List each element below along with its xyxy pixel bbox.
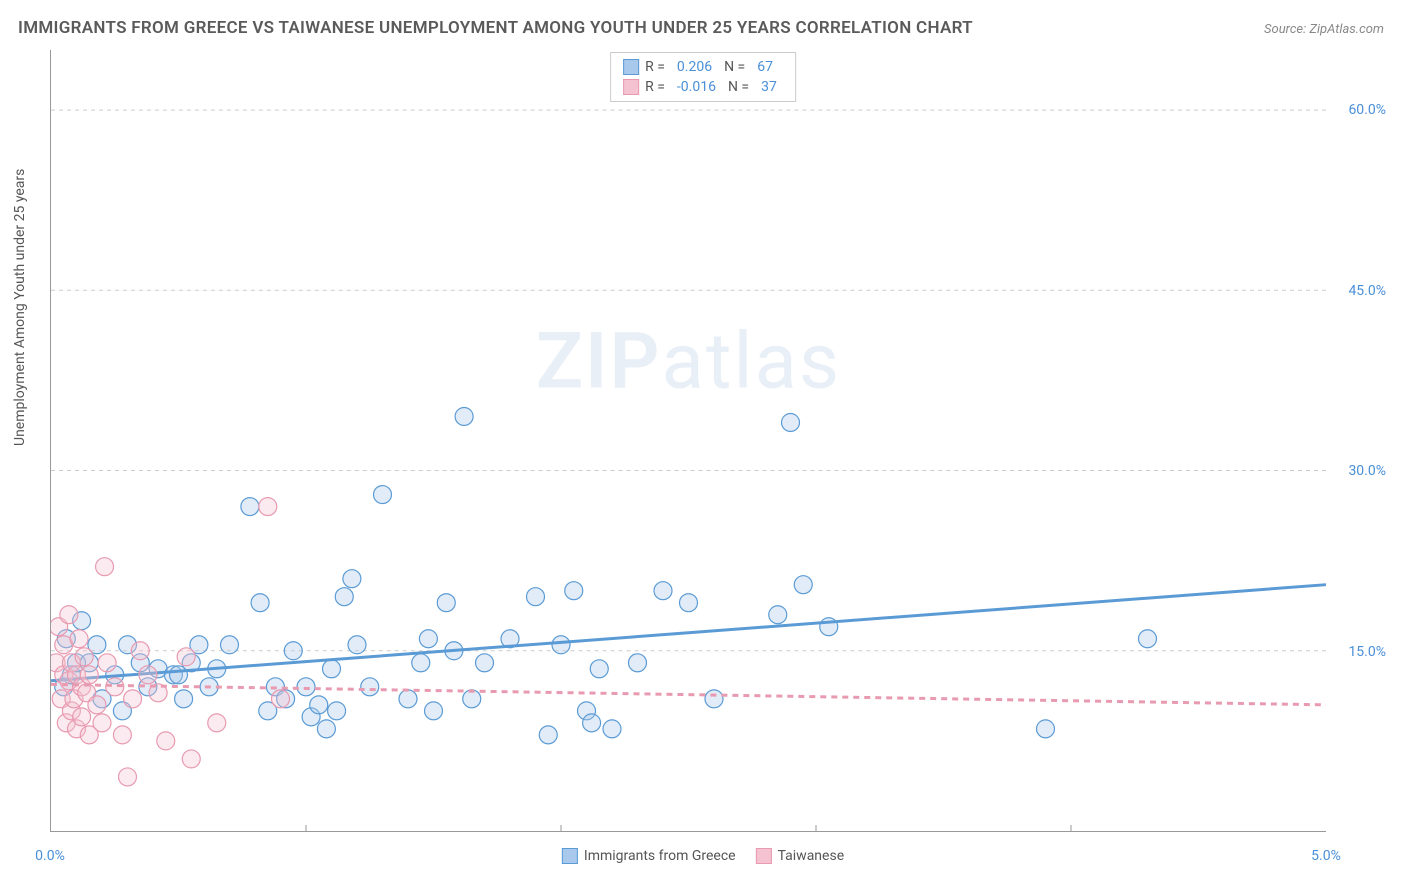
scatter-point (73, 708, 91, 726)
y-tick-label: 45.0% (1348, 283, 1386, 299)
scatter-point (208, 714, 226, 732)
scatter-point (157, 732, 175, 750)
r-value: 0.206 (677, 59, 712, 75)
scatter-point (80, 666, 98, 684)
scatter-point (419, 630, 437, 648)
scatter-point (93, 714, 111, 732)
scatter-point (629, 654, 647, 672)
scatter-point (1139, 630, 1157, 648)
r-label: R = (645, 79, 665, 95)
scatter-point (182, 750, 200, 768)
chart-container: IMMIGRANTS FROM GREECE VS TAIWANESE UNEM… (0, 0, 1406, 892)
y-tick-label: 15.0% (1348, 644, 1386, 660)
scatter-point (119, 768, 137, 786)
scatter-point (251, 594, 269, 612)
scatter-point (361, 678, 379, 696)
n-value: 67 (757, 59, 773, 75)
scatter-point (680, 594, 698, 612)
scatter-point (374, 486, 392, 504)
series-legend: Immigrants from Greece Taiwanese (562, 848, 844, 864)
correlation-legend: R = 0.206 N = 67 R = -0.016 N = 37 (610, 52, 796, 102)
scatter-point (60, 606, 78, 624)
scatter-point (539, 726, 557, 744)
scatter-point (323, 660, 341, 678)
scatter-point (527, 588, 545, 606)
n-label: N = (724, 59, 745, 75)
scatter-point (177, 648, 195, 666)
legend-series-label: Taiwanese (778, 848, 845, 864)
source-attribution: Source: ZipAtlas.com (1264, 22, 1384, 37)
scatter-point (399, 690, 417, 708)
legend-swatch-icon (562, 848, 578, 864)
scatter-point (272, 690, 290, 708)
scatter-point (412, 654, 430, 672)
scatter-point (221, 636, 239, 654)
scatter-point (705, 690, 723, 708)
scatter-point (583, 714, 601, 732)
n-label: N = (728, 79, 749, 95)
scatter-point (565, 582, 583, 600)
scatter-point (552, 636, 570, 654)
scatter-point (96, 558, 114, 576)
scatter-point (310, 696, 328, 714)
legend-swatch-icon (623, 59, 639, 75)
scatter-point (88, 696, 106, 714)
scatter-point (343, 570, 361, 588)
legend-swatch-icon (623, 79, 639, 95)
scatter-point (317, 720, 335, 738)
scatter-point (139, 666, 157, 684)
plot-area: ZIPatlas (50, 50, 1326, 832)
scatter-point (1037, 720, 1055, 738)
scatter-point (437, 594, 455, 612)
scatter-point (476, 654, 494, 672)
x-tick-label: 0.0% (35, 848, 65, 864)
scatter-point (769, 606, 787, 624)
x-tick-label: 5.0% (1311, 848, 1341, 864)
scatter-point (113, 726, 131, 744)
legend-series-label: Immigrants from Greece (584, 848, 736, 864)
scatter-point (425, 702, 443, 720)
r-value: -0.016 (677, 79, 716, 95)
scatter-plot-svg (51, 50, 1326, 831)
chart-title: IMMIGRANTS FROM GREECE VS TAIWANESE UNEM… (18, 18, 973, 38)
scatter-point (590, 660, 608, 678)
n-value: 37 (761, 79, 777, 95)
scatter-point (603, 720, 621, 738)
legend-series-item: Immigrants from Greece (562, 848, 736, 864)
legend-swatch-icon (756, 848, 772, 864)
y-tick-label: 60.0% (1348, 102, 1386, 118)
scatter-point (70, 630, 88, 648)
trend-line (51, 684, 1326, 704)
scatter-point (131, 642, 149, 660)
scatter-point (98, 654, 116, 672)
scatter-point (782, 413, 800, 431)
legend-stat-row: R = -0.016 N = 37 (623, 77, 783, 97)
y-axis-label: Unemployment Among Youth under 25 years (12, 169, 28, 446)
scatter-point (654, 582, 672, 600)
scatter-point (241, 498, 259, 516)
scatter-point (75, 648, 93, 666)
scatter-point (348, 636, 366, 654)
y-tick-label: 30.0% (1348, 463, 1386, 479)
scatter-point (297, 678, 315, 696)
scatter-point (175, 690, 193, 708)
scatter-point (794, 576, 812, 594)
scatter-point (328, 702, 346, 720)
scatter-point (335, 588, 353, 606)
r-label: R = (645, 59, 665, 75)
legend-stat-row: R = 0.206 N = 67 (623, 57, 783, 77)
scatter-point (259, 498, 277, 516)
scatter-point (284, 642, 302, 660)
scatter-point (124, 690, 142, 708)
legend-series-item: Taiwanese (756, 848, 845, 864)
scatter-point (455, 407, 473, 425)
